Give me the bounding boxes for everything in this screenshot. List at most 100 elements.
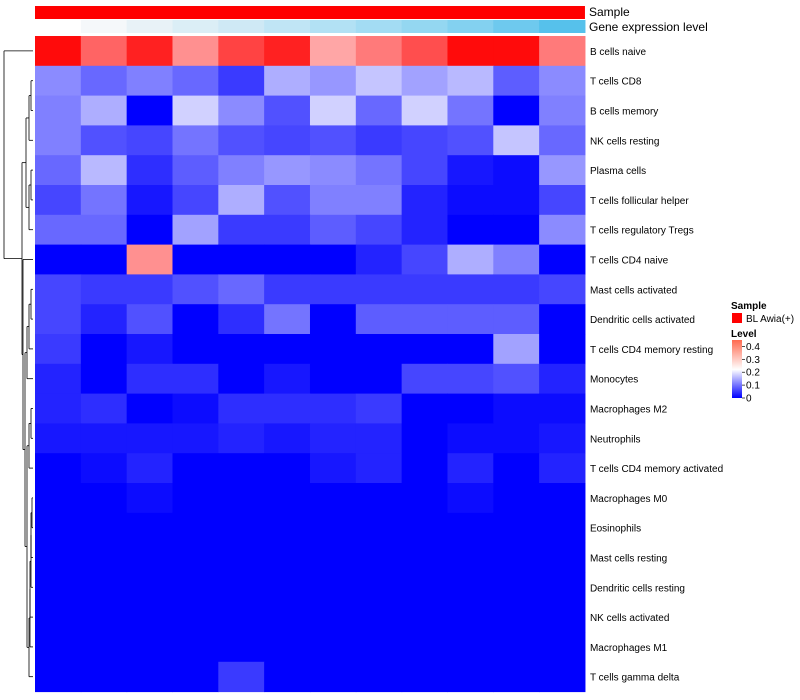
- heatmap-cell: [493, 572, 540, 603]
- heatmap-cell: [218, 632, 265, 663]
- heatmap-cell: [126, 155, 173, 186]
- legend-tick-label: 0.3: [746, 355, 760, 366]
- heatmap-cell: [539, 512, 586, 544]
- heatmap-cell: [80, 661, 128, 693]
- heatmap-cell: [264, 274, 311, 305]
- gene-expression-annotation-cell: [401, 20, 448, 33]
- heatmap-cell: [264, 661, 311, 693]
- heatmap-cell: [35, 274, 82, 305]
- row-labels: B cells naive T cells CD8 B cells memory NK…: [590, 47, 723, 684]
- row-label: T cells gamma delta: [590, 673, 680, 684]
- heatmap-cell: [80, 393, 128, 424]
- heatmap-cell: [218, 274, 265, 305]
- heatmap-cell: [218, 661, 265, 693]
- heatmap-cell: [493, 274, 540, 305]
- heatmap-cell: [264, 512, 311, 544]
- gene-expression-annotation-cell: [80, 20, 128, 33]
- heatmap-cell: [264, 483, 311, 514]
- heatmap-cell: [218, 95, 265, 126]
- heatmap-cell: [218, 602, 265, 633]
- heatmap-cell: [493, 185, 540, 216]
- heatmap-cell: [539, 542, 586, 573]
- heatmap-cell: [539, 65, 586, 97]
- heatmap-cell: [35, 393, 82, 424]
- gene-expression-annotation-cell: [35, 20, 82, 33]
- heatmap-cell: [126, 542, 173, 573]
- heatmap-cell: [80, 36, 128, 67]
- heatmap-cell: [264, 542, 311, 573]
- heatmap-cell: [355, 244, 403, 275]
- heatmap-cell: [401, 65, 448, 97]
- row-label: NK cells activated: [590, 613, 669, 624]
- gene-expression-annotation-cell: [447, 20, 494, 33]
- heatmap-cell: [264, 632, 311, 663]
- heatmap-cell: [35, 334, 82, 365]
- legend: Sample BL Awia(+) Level 0 0.1 0.2 0.3 0.4: [731, 301, 794, 405]
- heatmap-cell: [172, 363, 219, 395]
- heatmap-cell: [539, 274, 586, 305]
- heatmap-cell: [309, 453, 357, 484]
- heatmap-cell: [493, 453, 540, 484]
- heatmap-cell: [355, 602, 403, 633]
- heatmap-cell: [126, 572, 173, 603]
- heatmap-cell: [126, 661, 173, 693]
- heatmap-cell: [539, 423, 586, 454]
- heatmap-cell: [172, 304, 219, 335]
- heatmap-cell: [80, 155, 128, 186]
- heatmap-cell: [539, 244, 586, 275]
- heatmap-cell: [264, 65, 311, 97]
- row-label: Macrophages M1: [590, 643, 668, 654]
- heatmap-cell: [493, 632, 540, 663]
- heatmap-cell: [309, 542, 357, 573]
- heatmap-cell: [401, 95, 448, 126]
- heatmap-cell: [218, 572, 265, 603]
- heatmap-cell: [309, 423, 357, 454]
- heatmap-cell: [80, 632, 128, 663]
- heatmap-cell: [309, 244, 357, 275]
- heatmap-cell: [493, 393, 540, 424]
- gene-expression-annotation-cell: [355, 20, 403, 33]
- heatmap-cell: [126, 453, 173, 484]
- heatmap-cell: [309, 334, 357, 365]
- heatmap-cell: [401, 572, 448, 603]
- heatmap-cell: [35, 483, 82, 514]
- heatmap-cell: [80, 65, 128, 97]
- heatmap-cell: [218, 244, 265, 275]
- sample-legend-title: Sample: [731, 301, 767, 312]
- sample-annotation-label: Sample: [589, 5, 630, 19]
- gene-expression-annotation-cell: [539, 20, 586, 33]
- heatmap-cell: [401, 602, 448, 633]
- row-label: Dendritic cells activated: [590, 315, 695, 326]
- heatmap-cell: [35, 65, 82, 97]
- heatmap-cell: [447, 483, 494, 514]
- heatmap-cell: [355, 572, 403, 603]
- heatmap-cell: [80, 244, 128, 275]
- heatmap-cell: [493, 304, 540, 335]
- heatmap-cell: [126, 602, 173, 633]
- row-label: T cells CD4 naive: [590, 256, 669, 267]
- gene-expression-annotation-cell: [493, 20, 540, 33]
- row-label: Mast cells resting: [590, 554, 667, 565]
- heatmap-cell: [80, 125, 128, 156]
- heatmap-cell: [264, 244, 311, 275]
- heatmap-cell: [264, 572, 311, 603]
- row-label: NK cells resting: [590, 136, 659, 147]
- heatmap-cell: [539, 304, 586, 335]
- heatmap-cell: [401, 244, 448, 275]
- heatmap-cell: [218, 483, 265, 514]
- row-label: Plasma cells: [590, 166, 646, 177]
- heatmap-cell: [309, 125, 357, 156]
- heatmap-cell: [172, 632, 219, 663]
- heatmap-cell: [493, 65, 540, 97]
- heatmap-cell: [401, 483, 448, 514]
- level-legend-ticks: 0 0.1 0.2 0.3 0.4: [742, 342, 760, 405]
- heatmap-cell: [80, 95, 128, 126]
- heatmap-cell: [539, 602, 586, 633]
- heatmap-cell: [218, 185, 265, 216]
- heatmap-cell: [539, 632, 586, 663]
- heatmap-cell: [126, 334, 173, 365]
- heatmap-cell: [172, 214, 219, 246]
- heatmap-cell: [355, 632, 403, 663]
- heatmap-cell: [80, 214, 128, 246]
- heatmap-cell: [539, 363, 586, 395]
